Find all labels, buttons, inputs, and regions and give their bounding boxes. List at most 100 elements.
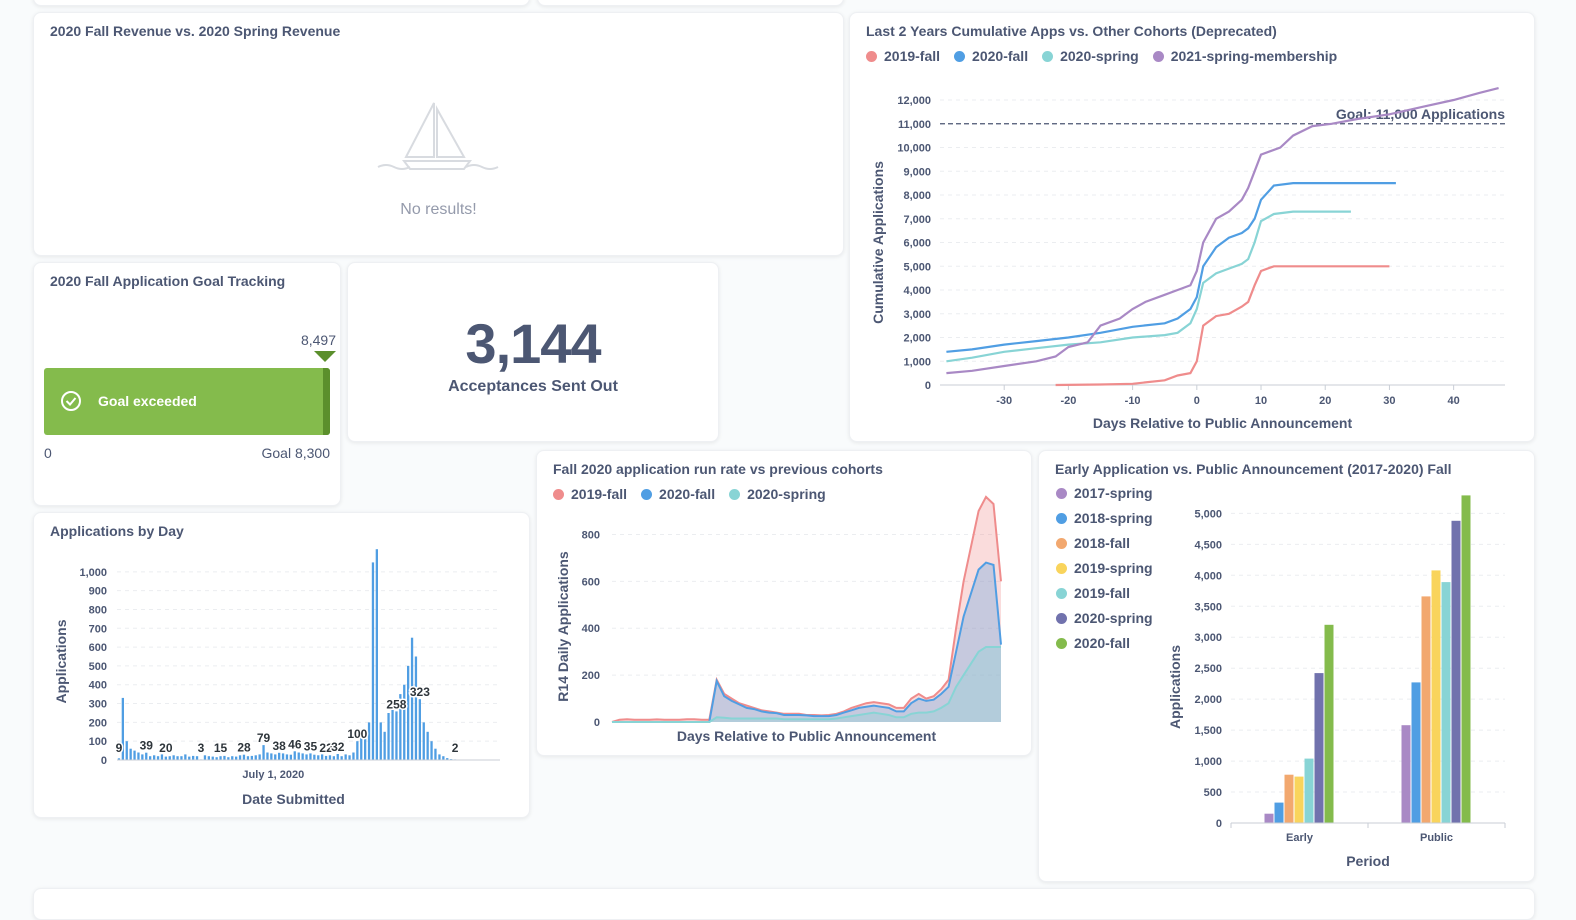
x-tick-label: 30 [1383,395,1395,407]
y-tick-label: 3,000 [903,309,931,321]
series-line-2019-fall [1056,266,1390,385]
partial-card-bottom [33,888,1535,920]
bar [348,755,350,760]
bar [442,756,444,760]
bar [149,756,151,760]
x-tick-label: -30 [996,395,1012,407]
x-axis-title: Days Relative to Public Announcement [677,728,937,744]
bar [415,657,417,761]
y-tick-label: 3,000 [1194,632,1222,644]
early-vs-public-chart[interactable]: 05001,0001,5002,0002,5003,0003,5004,0004… [1039,451,1534,881]
goal-current-value: 8,497 [301,332,336,348]
y-tick-label: 5,000 [903,261,931,273]
bar [380,722,382,760]
bar [376,549,378,760]
y-tick-label: 800 [582,529,600,541]
y-tick-label: 200 [89,717,107,729]
partial-card-left [33,0,530,6]
bar-2018-fall [1285,775,1294,823]
bar [219,756,221,760]
bar [419,699,421,760]
y-tick-label: 400 [89,680,107,692]
bar-data-label: 46 [288,737,302,751]
bar [188,757,190,760]
y-tick-label: 0 [101,755,107,767]
bar [173,755,175,760]
x-tick-label: July 1, 2020 [242,769,304,781]
bar [356,741,358,760]
bar-2017-spring [1402,725,1411,823]
y-tick-label: 4,000 [903,285,931,297]
goal-card-title[interactable]: 2020 Fall Application Goal Tracking [50,273,285,289]
x-tick-label: 20 [1319,395,1331,407]
bar [286,754,288,760]
series-line-2021-spring-membership [946,88,1498,373]
x-tick-label: 10 [1255,395,1267,407]
series-line-2020-spring [946,212,1351,362]
y-tick-label: 0 [1216,818,1222,830]
y-tick-label: 1,000 [1194,756,1222,768]
series-line-2019-fall [612,497,1001,722]
acceptances-card[interactable]: 3,144 Acceptances Sent Out [347,262,719,442]
bar-2018-spring [1412,682,1421,823]
revenue-card-title[interactable]: 2020 Fall Revenue vs. 2020 Spring Revenu… [50,23,340,39]
y-tick-label: 2,500 [1194,663,1222,675]
y-tick-label: 4,500 [1194,539,1222,551]
bar [157,756,159,760]
bar [259,754,261,760]
bar [391,704,393,761]
bar [325,756,327,760]
acceptances-label: Acceptances Sent Out [348,378,718,396]
x-axis-title: Days Relative to Public Announcement [1093,415,1353,431]
y-tick-label: 500 [89,661,107,673]
early-vs-public-card[interactable]: Early Application vs. Public Announcemen… [1038,450,1535,882]
bar [196,756,198,760]
revenue-card[interactable]: 2020 Fall Revenue vs. 2020 Spring Revenu… [33,12,844,256]
x-tick-label: Public [1420,832,1453,844]
series-area-2020-spring [612,647,1001,722]
bar [387,713,389,760]
bar-data-label: 15 [214,741,228,755]
bar [243,755,245,760]
bar [262,745,264,760]
bar [137,753,139,761]
bar [274,754,276,760]
x-axis-title: Date Submitted [242,791,345,807]
bar-data-label: 28 [237,741,251,755]
y-tick-label: 600 [582,576,600,588]
goal-status-text: Goal exceeded [98,393,197,409]
bar [133,751,135,760]
y-tick-label: 1,000 [79,567,107,579]
y-axis-title: Applications [1167,645,1183,729]
bar [212,757,214,760]
bar [427,732,429,760]
bar [352,753,354,761]
y-tick-label: 3,500 [1194,601,1222,613]
cumulative-apps-card[interactable]: Last 2 Years Cumulative Apps vs. Other C… [849,12,1535,442]
check-circle-icon [60,390,82,412]
partial-card-middle [537,0,844,6]
y-tick-label: 10,000 [897,143,931,155]
bar [329,755,331,760]
y-tick-label: 1,000 [903,356,931,368]
y-tick-label: 6,000 [903,238,931,250]
bar-2019-fall [1442,582,1451,823]
bar-2019-spring [1295,777,1304,823]
y-axis-title: R14 Daily Applications [555,551,571,702]
bar [239,755,241,760]
y-axis-title: Applications [53,619,69,703]
y-tick-label: 0 [594,717,600,729]
bar [266,753,268,761]
y-tick-label: 9,000 [903,166,931,178]
bar-data-label: 35 [304,739,318,753]
cumulative-chart[interactable]: 01,0002,0003,0004,0005,0006,0007,0008,00… [850,13,1534,441]
bar-data-label: 32 [331,740,345,754]
goal-tracking-card[interactable]: 2020 Fall Application Goal Tracking 8,49… [33,262,341,506]
bar [141,754,143,760]
bar [235,757,237,760]
run-rate-card[interactable]: Fall 2020 application run rate vs previo… [536,450,1032,756]
y-tick-label: 11,000 [898,119,931,131]
